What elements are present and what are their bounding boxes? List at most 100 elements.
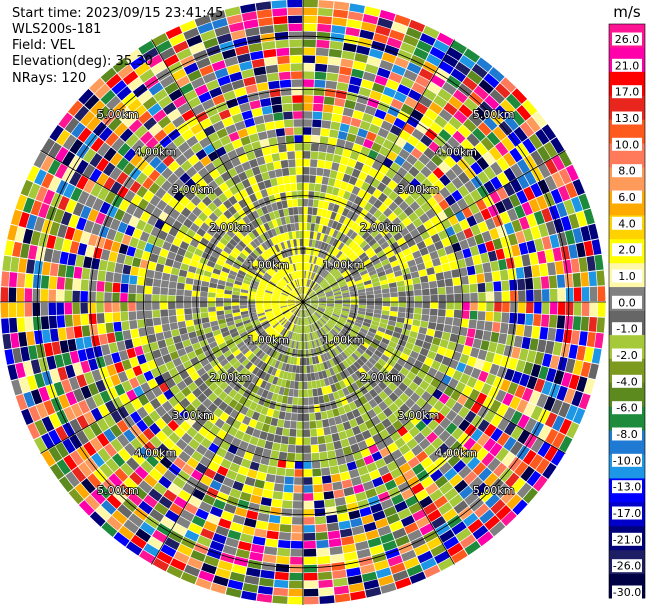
range-gate	[269, 88, 281, 98]
range-gate	[308, 307, 314, 314]
range-gate	[381, 288, 390, 294]
range-gate	[15, 226, 26, 243]
range-gate	[360, 181, 371, 192]
range-gate	[348, 125, 359, 135]
colorbar-tick: -10.0	[613, 454, 641, 467]
range-gate	[400, 42, 416, 54]
range-gate	[243, 451, 254, 461]
range-gate	[299, 238, 303, 247]
range-gate	[354, 260, 363, 268]
range-gate	[17, 317, 26, 332]
range-gate	[485, 351, 495, 363]
range-gate	[447, 454, 461, 467]
range-gate	[250, 251, 258, 260]
range-gate	[175, 230, 186, 241]
range-gate	[438, 229, 448, 240]
range-gate	[475, 198, 487, 211]
range-gate	[229, 270, 238, 277]
range-gate	[282, 319, 288, 327]
range-gate	[278, 71, 291, 80]
range-gate	[517, 174, 530, 190]
range-gate	[378, 575, 394, 587]
range-gate	[287, 7, 303, 16]
range-gate	[110, 410, 123, 424]
range-gate	[387, 442, 399, 454]
range-gate	[230, 266, 239, 273]
range-gate	[276, 136, 286, 145]
range-gate	[320, 327, 327, 335]
range-gate	[325, 506, 337, 516]
range-gate	[273, 333, 280, 341]
range-gate	[355, 491, 367, 502]
range-gate	[295, 325, 298, 333]
range-gate	[235, 231, 245, 240]
range-gate	[288, 295, 296, 300]
range-gate	[191, 104, 205, 116]
range-gate	[208, 311, 217, 317]
range-gate	[321, 386, 328, 395]
range-gate	[270, 417, 279, 427]
range-gate	[209, 113, 222, 125]
range-gate	[251, 262, 260, 270]
range-gate	[370, 341, 379, 350]
range-gate	[297, 405, 303, 414]
range-gate	[191, 77, 205, 89]
range-gate	[245, 408, 255, 418]
range-gate	[239, 533, 254, 544]
range-gate	[346, 229, 354, 238]
range-gate	[534, 378, 546, 393]
range-gate	[447, 341, 457, 351]
range-gate	[255, 349, 263, 358]
range-gate	[292, 95, 303, 103]
range-gate	[597, 302, 606, 317]
range-gate	[334, 272, 342, 279]
range-gate	[361, 514, 375, 525]
range-gate	[260, 189, 269, 198]
range-gate	[281, 258, 287, 267]
range-gate	[260, 253, 268, 261]
range-gate	[390, 143, 403, 155]
range-gate	[146, 326, 155, 335]
colorbar-tick: -26.0	[613, 560, 641, 573]
colorbar-tick: -17.0	[613, 507, 641, 520]
range-gate	[106, 228, 117, 241]
range-gate	[266, 162, 275, 172]
range-gate	[259, 25, 274, 35]
range-gate	[338, 463, 349, 473]
range-gate	[239, 344, 248, 352]
range-gate	[296, 263, 300, 271]
range-gate	[412, 218, 423, 228]
range-gate	[389, 227, 399, 237]
range-gate	[344, 453, 355, 463]
range-gate	[371, 451, 383, 462]
range-gate	[348, 264, 356, 272]
range-gate	[104, 191, 117, 205]
range-gate	[229, 185, 239, 195]
range-gate	[299, 325, 302, 334]
range-gate	[405, 342, 415, 350]
range-gate	[255, 404, 263, 414]
range-gate	[100, 89, 116, 105]
range-gate	[294, 316, 299, 325]
range-gate	[81, 267, 91, 280]
range-gate	[161, 323, 171, 332]
range-gate	[268, 137, 278, 146]
range-gate	[223, 350, 232, 358]
range-gate	[107, 386, 119, 400]
range-gate	[553, 218, 564, 234]
range-gate	[394, 500, 408, 513]
range-gate	[436, 279, 446, 288]
range-gate	[366, 294, 374, 299]
range-gate	[492, 126, 507, 141]
range-gate	[301, 286, 303, 295]
range-gate	[326, 298, 335, 301]
range-gate	[256, 387, 265, 397]
range-gate	[294, 263, 298, 271]
range-gate	[312, 273, 318, 281]
range-gate	[256, 208, 264, 217]
range-gate	[23, 360, 34, 377]
range-ring-labels: 1.00km2.00km3.00km4.00km5.00km1.00km2.00…	[96, 107, 515, 497]
range-gate	[513, 255, 523, 268]
range-gate	[326, 300, 335, 302]
colorbar-tick-bg	[612, 348, 642, 362]
